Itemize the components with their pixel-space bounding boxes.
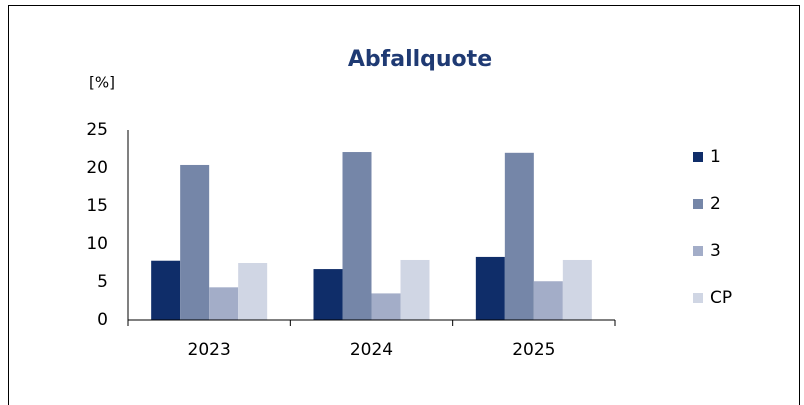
legend-swatch [693,293,703,303]
bar [151,260,181,320]
bar [180,164,210,320]
y-tick-label: 10 [86,234,108,254]
y-tick-label: 0 [97,310,108,330]
y-tick-label: 20 [86,158,108,178]
legend-swatch [693,199,703,209]
bar [313,269,343,320]
x-tick-label: 2023 [188,340,231,360]
y-axis-label: [%] [89,74,115,92]
bar [562,259,592,320]
bar [238,263,268,320]
legend-label: 3 [710,241,721,261]
x-tick-label: 2024 [350,340,393,360]
y-tick-label: 15 [86,196,108,216]
bar [504,152,534,320]
y-tick-label: 25 [86,120,108,140]
chart-frame [8,5,800,405]
y-tick-label: 5 [97,272,108,292]
bar [209,287,239,320]
legend-label: 2 [710,194,721,214]
bar [400,259,430,320]
bar [475,256,505,320]
legend-swatch [693,246,703,256]
legend-swatch [693,152,703,162]
legend-label: CP [710,288,732,308]
bar [371,293,401,320]
bar [533,281,563,320]
x-tick-label: 2025 [512,340,555,360]
chart-title: Abfallquote [348,47,492,72]
bar [342,152,372,320]
legend-label: 1 [710,147,721,167]
